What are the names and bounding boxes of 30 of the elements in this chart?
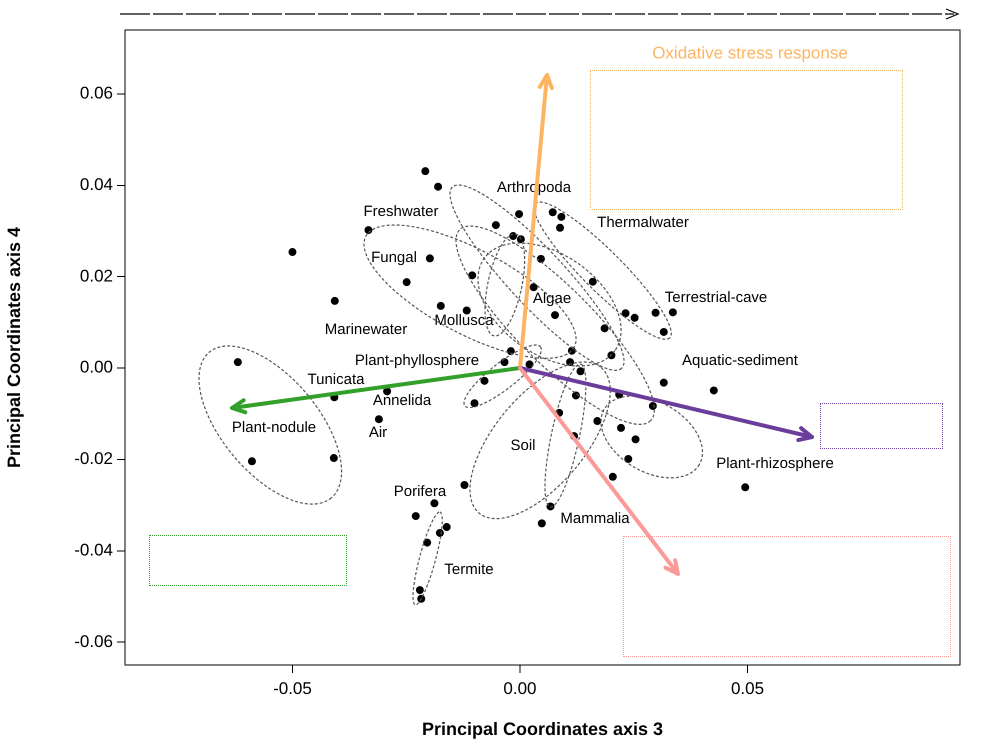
annotation: Mammalia: [560, 510, 630, 528]
y-tick-label: 0.04: [80, 175, 113, 194]
y-tick-label: 0.00: [80, 358, 113, 377]
annotation: Termite: [444, 561, 494, 578]
x-axis-title: Principal Coordinates axis 3: [422, 719, 664, 740]
x-tick-label: -0.05: [273, 678, 312, 698]
annotation: Plant-rhizosphere: [716, 455, 834, 472]
annotation: Soil: [510, 437, 536, 454]
y-tick-label: 0.06: [80, 84, 113, 103]
annotation: Marinewater: [324, 321, 408, 338]
annotation: Annelida: [372, 392, 432, 410]
annotation: Aquatic-sediment: [682, 352, 799, 370]
y-tick-label: -0.06: [74, 632, 113, 651]
annotation: Tunicata: [308, 371, 366, 388]
annotation: Fungal: [371, 249, 417, 266]
annotation: Plant-nodule: [232, 419, 316, 436]
x-tick-label: 0.00: [503, 678, 537, 698]
y-tick-label: 0.02: [80, 266, 113, 286]
annotation: Plant-phyllosphere: [354, 352, 480, 370]
y-tick-label: -0.02: [74, 449, 113, 468]
annotation: Oxidative stress response: [652, 44, 848, 63]
annotation: Terrestrial-cave: [664, 289, 768, 306]
y-tick-label: -0.04: [74, 540, 113, 560]
annotation: Freshwater: [363, 203, 439, 220]
annotation: Algae: [532, 290, 572, 308]
annotation: Porifera: [394, 483, 447, 500]
y-axis-title: Principal Coordinates axis 4: [4, 226, 24, 468]
annotation: Thermalwater: [597, 214, 689, 232]
annotation: Air: [368, 424, 388, 442]
x-tick-label: 0.05: [730, 678, 764, 698]
